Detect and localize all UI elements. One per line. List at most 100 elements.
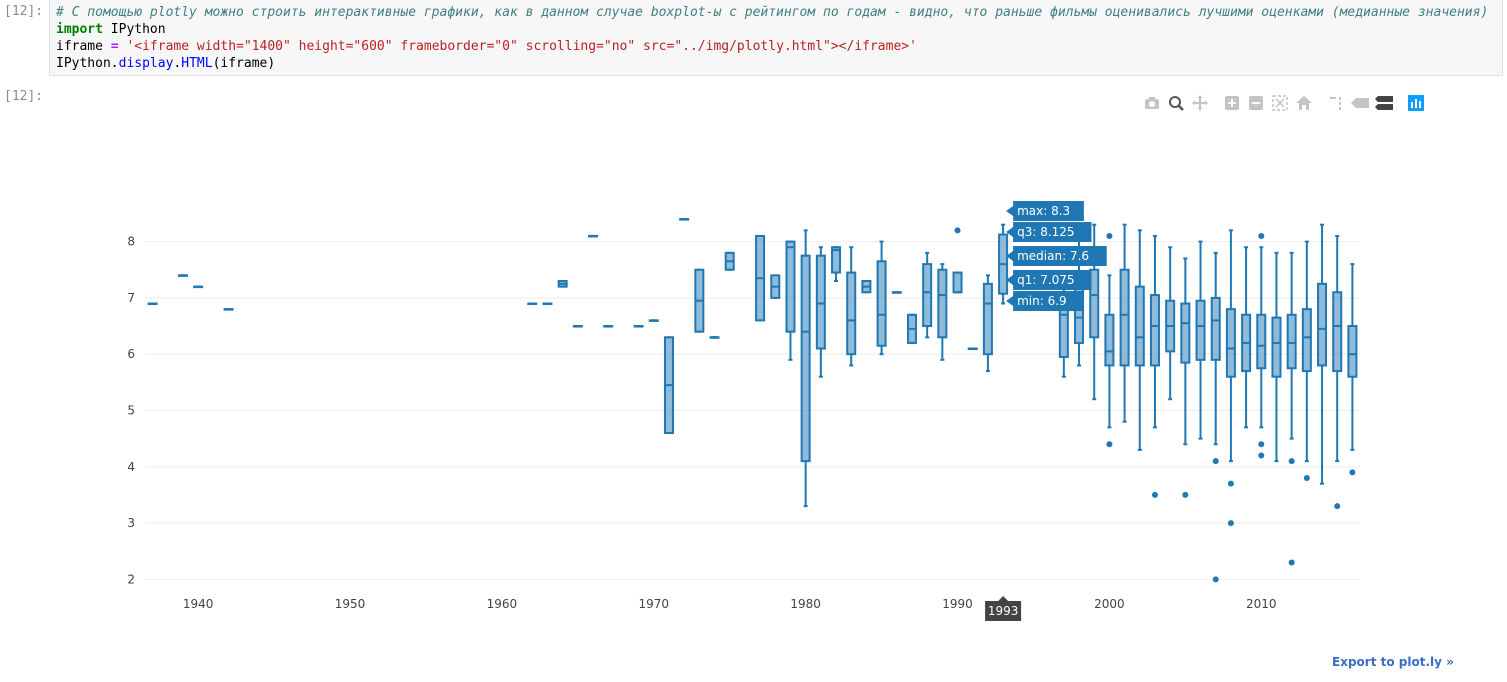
zoom-in-icon[interactable] xyxy=(1220,92,1244,114)
outlier-point xyxy=(1182,491,1189,498)
box-1972 xyxy=(679,218,690,221)
outlier-point xyxy=(1106,441,1113,448)
code-import-keyword: import xyxy=(56,22,103,37)
iqr-box xyxy=(1134,285,1145,367)
box-2010 xyxy=(1256,232,1267,459)
iqr-box xyxy=(831,246,842,274)
box-2001 xyxy=(1119,223,1130,423)
y-tick-label: 8 xyxy=(127,235,135,249)
x-hover-label-text: 1993 xyxy=(988,604,1019,618)
box-1999 xyxy=(1089,223,1100,401)
outlier-point xyxy=(1334,503,1341,510)
pan-icon[interactable] xyxy=(1188,92,1212,114)
box-1937 xyxy=(147,302,158,306)
iqr-box xyxy=(922,263,933,328)
outlier-point xyxy=(1349,469,1356,476)
box-1981 xyxy=(815,246,826,378)
y-tick-label: 6 xyxy=(127,347,135,361)
x-hover-label-bg xyxy=(985,596,1022,621)
box-2005 xyxy=(1180,257,1191,498)
outlier-point xyxy=(1258,232,1265,239)
iqr-box xyxy=(1286,313,1297,370)
box-1985 xyxy=(876,240,887,356)
spike-lines-icon[interactable] xyxy=(1324,92,1348,114)
y-tick-label: 5 xyxy=(127,403,135,417)
box-1975 xyxy=(724,251,735,271)
iqr-box xyxy=(1119,268,1130,367)
box-1993 xyxy=(998,223,1009,305)
y-tick-label: 2 xyxy=(127,572,135,586)
hover-label-bg xyxy=(1006,246,1107,266)
box-2009 xyxy=(1241,246,1252,429)
outlier-point xyxy=(1288,458,1295,465)
iqr-box xyxy=(846,271,857,356)
x-tick-label: 2010 xyxy=(1246,597,1277,611)
autoscale-icon[interactable] xyxy=(1268,92,1292,114)
box-1966 xyxy=(588,234,599,238)
iqr-box xyxy=(1180,302,1191,364)
code-input-area[interactable]: # С помощью plotly можно строить интерак… xyxy=(49,0,1503,76)
box-1940 xyxy=(193,285,204,289)
camera-icon[interactable] xyxy=(1140,92,1164,114)
x-tick-label: 2000 xyxy=(1094,597,1125,611)
box-1974 xyxy=(709,336,720,339)
box-1988 xyxy=(922,251,933,339)
box-1989 xyxy=(937,263,948,361)
hover-label: q1: 7.075 xyxy=(1006,270,1092,290)
iqr-box xyxy=(1149,294,1160,367)
hover-closest-icon[interactable] xyxy=(1348,92,1372,114)
box-1991 xyxy=(967,347,978,351)
iqr-box xyxy=(800,254,811,463)
box-1964 xyxy=(557,280,568,288)
box-1962 xyxy=(527,302,538,306)
code-line3-html: HTML xyxy=(181,56,213,71)
export-to-plotly-link[interactable]: Export to plot.ly » xyxy=(1332,655,1454,669)
box-2015 xyxy=(1332,234,1343,510)
iqr-box xyxy=(982,282,993,356)
plotly-logo-icon[interactable] xyxy=(1404,92,1428,114)
hover-label: q3: 8.125 xyxy=(1006,222,1092,242)
iqr-box xyxy=(1332,291,1343,373)
box-1984 xyxy=(861,280,872,294)
outlier-point xyxy=(1212,458,1219,465)
box-2006 xyxy=(1195,240,1206,440)
hover-label-bg xyxy=(1006,270,1092,290)
reset-axes-icon[interactable] xyxy=(1292,92,1316,114)
outlier-point xyxy=(954,227,961,234)
hover-compare-icon[interactable] xyxy=(1372,92,1396,114)
box-1979 xyxy=(785,240,796,361)
code-iframe-string: '<iframe width="1400" height="600" frame… xyxy=(118,39,917,54)
iqr-box xyxy=(1074,280,1085,344)
x-tick-label: 1940 xyxy=(183,597,214,611)
zoom-out-icon[interactable] xyxy=(1244,92,1268,114)
box-2000 xyxy=(1104,232,1115,448)
iqr-box xyxy=(1104,313,1115,367)
outlier-point xyxy=(1227,480,1234,487)
code-import-module: IPython xyxy=(102,22,166,37)
iqr-box xyxy=(876,260,887,347)
box-1970 xyxy=(648,319,659,322)
x-tick-label: 1990 xyxy=(942,597,973,611)
box-2008 xyxy=(1225,229,1236,527)
code-line3-a: IPython. xyxy=(56,56,119,71)
zoom-icon[interactable] xyxy=(1164,92,1188,114)
code-line3-dot: . xyxy=(173,56,182,71)
iqr-box xyxy=(1271,316,1282,378)
box-2004 xyxy=(1165,246,1176,401)
box-1986 xyxy=(891,291,902,294)
code-line3-display: display xyxy=(118,56,174,71)
box-1990 xyxy=(952,227,963,294)
x-tick-label: 1980 xyxy=(790,597,821,611)
hover-label-bg xyxy=(1006,291,1084,311)
outlier-point xyxy=(1227,520,1234,527)
x-tick-label: 1970 xyxy=(639,597,670,611)
hover-label-text: min: 6.9 xyxy=(1017,294,1067,308)
box-2014 xyxy=(1317,223,1328,485)
code-equals: = xyxy=(110,39,119,54)
hover-label-bg xyxy=(1006,222,1092,242)
hover-label: min: 6.9 xyxy=(1006,291,1084,311)
x-hover-label: 1993 xyxy=(985,596,1022,621)
iqr-box xyxy=(1347,325,1358,378)
box-1939 xyxy=(177,274,188,277)
